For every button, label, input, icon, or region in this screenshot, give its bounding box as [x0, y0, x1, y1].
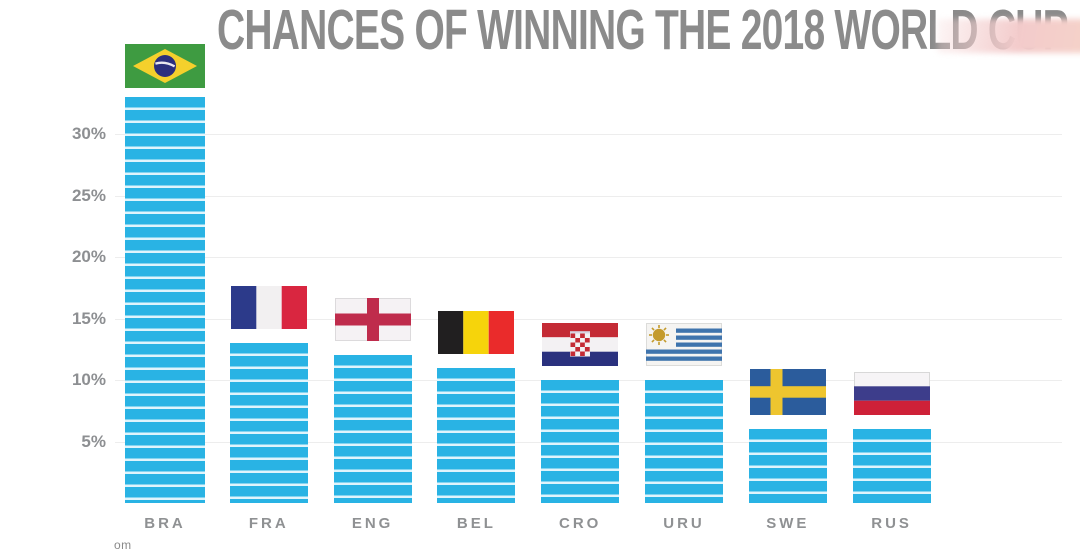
bar-eng — [333, 355, 412, 503]
y-axis-tick-label: 15% — [71, 308, 106, 328]
watermark-text: om — [114, 538, 132, 552]
gridline-20pct — [115, 257, 1062, 258]
belgium-flag-icon — [438, 310, 515, 354]
gridline-30pct — [115, 134, 1062, 135]
bar-uru — [645, 380, 723, 503]
x-axis-label-cro: CRO — [559, 515, 602, 532]
x-axis-label-bel: BEL — [456, 515, 496, 532]
bar-bra — [125, 97, 205, 503]
uruguay-flag-icon — [646, 323, 722, 366]
gridline-25pct — [115, 195, 1062, 197]
chart-title: CHANCES OF WINNING THE 2018 WORLD CUP — [217, 0, 1069, 62]
bar-bel — [437, 367, 516, 503]
x-axis-label-eng: ENG — [351, 515, 394, 532]
x-axis-label-uru: URU — [663, 515, 705, 532]
y-axis-tick-label: 5% — [81, 431, 106, 451]
bar-swe — [748, 429, 827, 503]
y-axis-tick-label: 10% — [71, 370, 106, 389]
y-axis-tick-label: 25% — [71, 185, 106, 205]
bar-fra — [229, 343, 308, 503]
y-axis-tick-label: 20% — [71, 247, 106, 266]
russia-flag-icon — [853, 372, 930, 416]
x-axis-label-fra: FRA — [248, 515, 289, 532]
y-axis-tick-label: 30% — [71, 124, 106, 143]
x-axis-label-bra: BRA — [144, 515, 186, 532]
blurred-logo-watermark — [937, 19, 1080, 53]
england-flag-icon — [334, 298, 411, 342]
gridline-15pct — [115, 318, 1062, 320]
x-axis-label-swe: SWE — [766, 515, 810, 532]
bar-rus — [852, 429, 931, 503]
sweden-flag-icon — [749, 369, 826, 416]
bar-cro — [541, 380, 620, 503]
croatia-flag-icon — [542, 323, 619, 366]
x-axis-label-rus: RUS — [871, 515, 912, 532]
brazil-flag-icon — [125, 44, 205, 89]
france-flag-icon — [230, 286, 307, 330]
